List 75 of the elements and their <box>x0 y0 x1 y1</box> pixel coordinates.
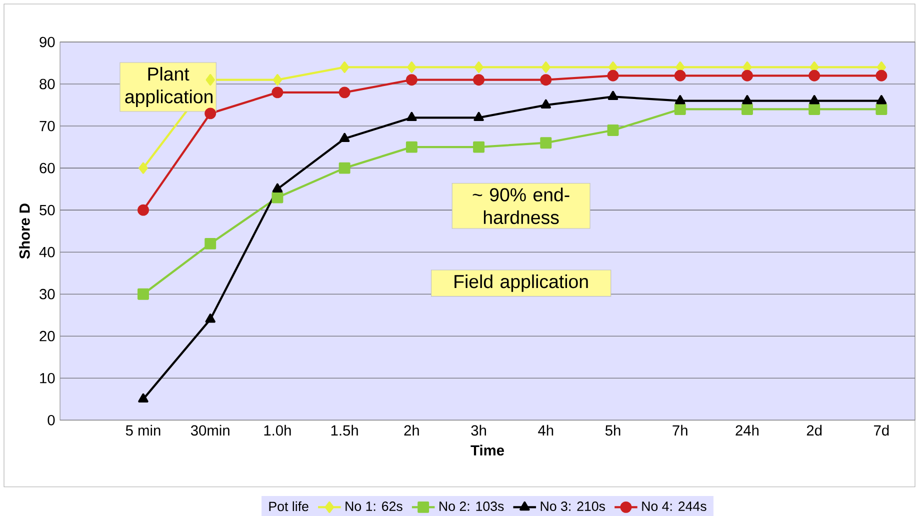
point <box>338 162 350 174</box>
y-tick-label: 60 <box>40 162 55 174</box>
point <box>205 313 216 323</box>
x-tick-label: 2h <box>404 424 419 436</box>
point <box>608 90 618 100</box>
y-tick-label: 80 <box>40 78 55 90</box>
point <box>338 86 350 98</box>
x-axis-title: Time <box>470 444 504 456</box>
point <box>607 70 619 82</box>
point <box>204 108 216 120</box>
point <box>406 112 417 121</box>
x-tick-label: 24h <box>736 424 758 436</box>
annotation: Plant application <box>125 66 212 107</box>
x-tick-label: 7d <box>874 424 889 436</box>
legend-label: No 3: 210s <box>540 501 606 511</box>
y-tick-label: 0 <box>48 414 55 426</box>
point <box>876 95 887 104</box>
y-tick-label: 30 <box>40 288 55 300</box>
point <box>741 103 753 115</box>
y-axis-title: Shore D <box>19 204 30 259</box>
y-tick-label: 20 <box>40 330 55 342</box>
y-tick-label: 40 <box>39 246 55 258</box>
y-tick-label: 50 <box>40 204 55 216</box>
point <box>540 99 552 108</box>
legend-label: No 1: 62s <box>346 501 402 511</box>
point <box>407 61 416 73</box>
x-tick-label: 7h <box>672 424 688 436</box>
point <box>406 74 418 86</box>
point <box>541 61 550 73</box>
annotation: ~ 90% end-hardness <box>472 188 570 224</box>
y-tick-label: 90 <box>40 36 55 48</box>
point <box>138 162 148 174</box>
legend-label: No 4: 244s <box>642 501 706 511</box>
point <box>272 192 284 204</box>
point <box>741 70 753 82</box>
point <box>272 86 284 98</box>
point <box>474 112 484 121</box>
point <box>473 141 485 153</box>
point <box>876 103 888 115</box>
legend-label: No 2: 103s <box>440 501 504 511</box>
point <box>540 74 552 86</box>
point <box>138 204 149 216</box>
annotation: Field application <box>454 274 588 292</box>
point <box>340 61 350 73</box>
point <box>138 288 149 300</box>
point <box>272 183 283 192</box>
point <box>674 70 686 82</box>
legend-title: Pot life <box>269 501 308 512</box>
point <box>876 70 888 82</box>
y-tick-label: 70 <box>40 120 55 132</box>
x-tick-label: 1.5h <box>331 424 358 436</box>
x-tick-label: 30min <box>190 424 230 436</box>
point <box>406 141 418 153</box>
point <box>206 74 215 86</box>
y-tick-label: 10 <box>40 372 55 384</box>
point <box>540 137 552 149</box>
point <box>607 124 619 136</box>
x-tick-label: 4h <box>538 424 554 436</box>
point <box>808 70 820 82</box>
point <box>272 74 282 86</box>
point <box>742 95 752 104</box>
point <box>809 95 820 104</box>
x-tick-label: 3h <box>471 424 486 436</box>
point <box>808 103 820 115</box>
point <box>474 61 484 73</box>
point <box>473 74 485 86</box>
point <box>339 132 350 142</box>
x-tick-label: 5 min <box>126 424 160 436</box>
point <box>674 103 686 115</box>
point <box>675 95 686 104</box>
point <box>138 393 148 402</box>
x-tick-label: 1.0h <box>264 424 291 436</box>
x-tick-label: 5h <box>605 424 620 436</box>
x-tick-label: 2d <box>806 424 822 436</box>
point <box>204 238 216 250</box>
